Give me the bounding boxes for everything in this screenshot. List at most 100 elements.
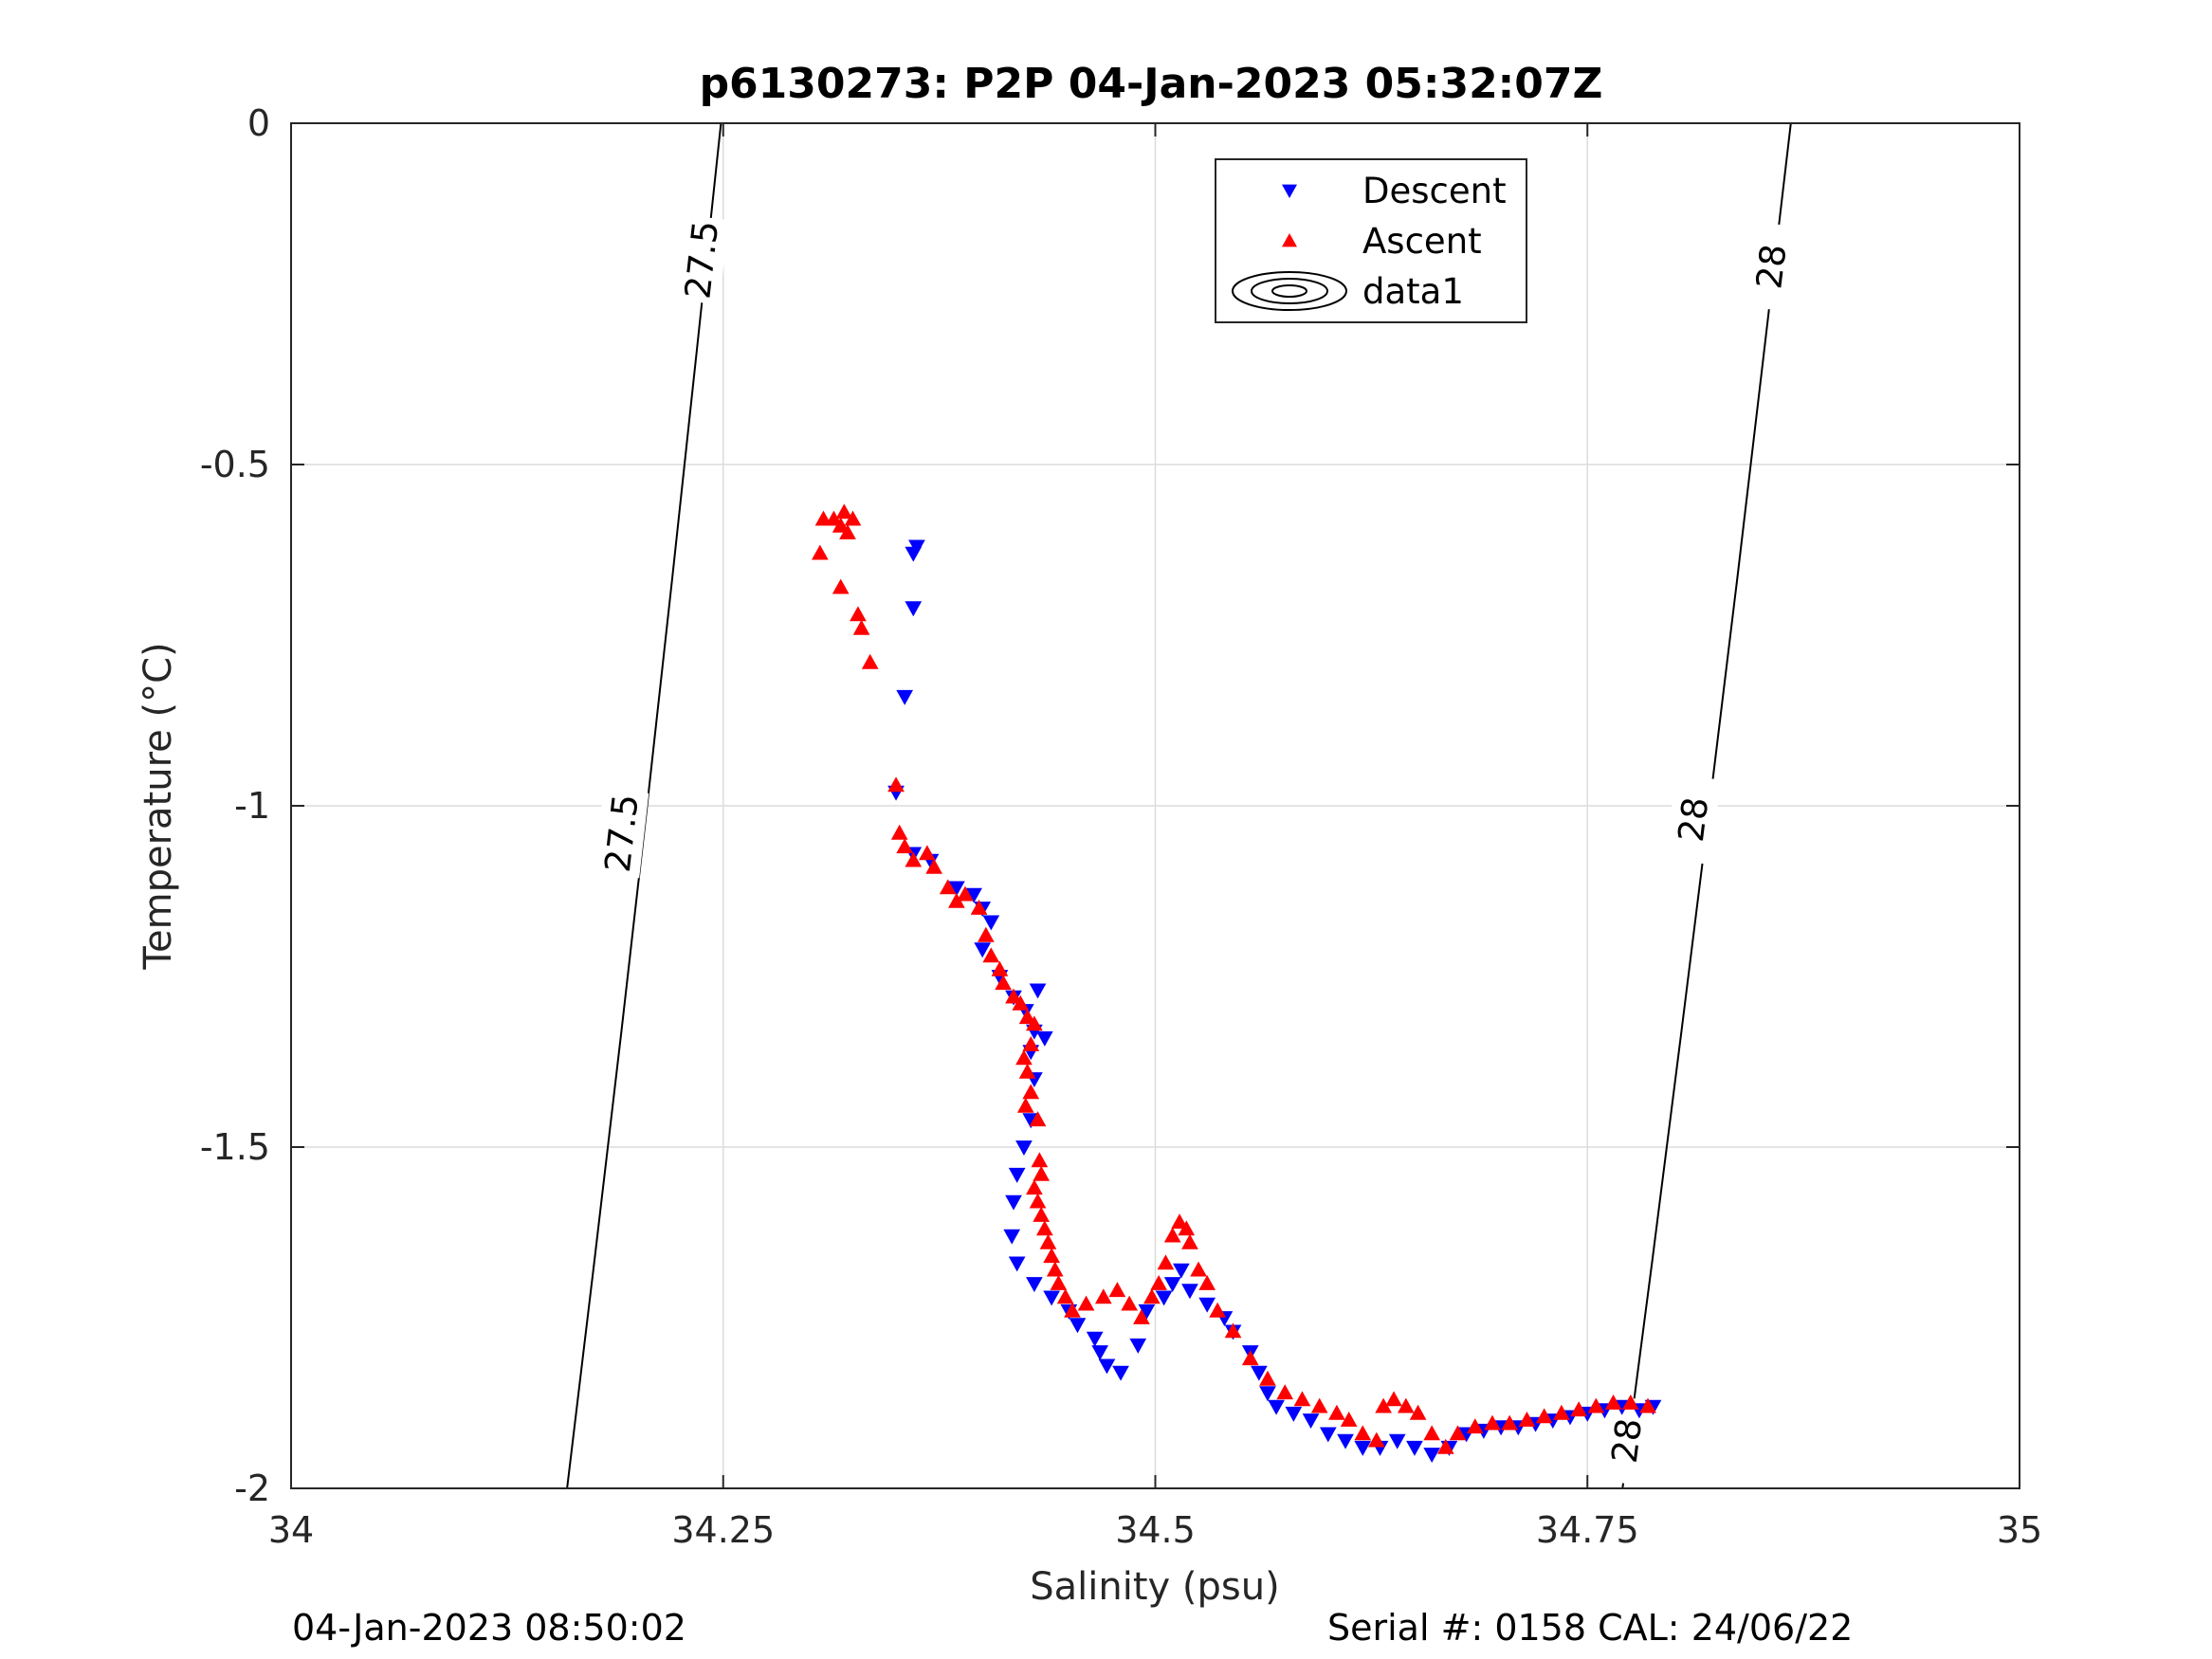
ascent-point xyxy=(1198,1274,1216,1290)
ascent-point xyxy=(832,578,850,594)
descent-point xyxy=(1008,1256,1026,1272)
legend-contour-icon xyxy=(1271,284,1307,298)
chart-title: p6130273: P2P 04-Jan-2023 05:32:07Z xyxy=(700,60,1603,108)
data-markers xyxy=(811,503,1662,1464)
descent-point xyxy=(1098,1358,1116,1375)
descent-point xyxy=(1423,1448,1441,1464)
ascent-point xyxy=(1133,1308,1150,1324)
ascent-point xyxy=(1056,1288,1074,1304)
contour-label-bg xyxy=(673,214,729,305)
descent-point xyxy=(896,689,914,705)
descent-point xyxy=(1198,1297,1216,1313)
ascent-point xyxy=(1022,1035,1040,1051)
ascent-point xyxy=(1039,1233,1057,1249)
y-tick-label: -1.5 xyxy=(200,1126,270,1168)
ascent-point xyxy=(1340,1411,1358,1427)
ascent-point xyxy=(1409,1404,1427,1420)
x-tick-label: 34.25 xyxy=(671,1509,775,1551)
contour-label: 27.5 xyxy=(597,793,647,875)
x-tick-label: 34.5 xyxy=(1115,1509,1196,1551)
contour-label: 28 xyxy=(1671,794,1716,844)
ascent-point xyxy=(1293,1391,1311,1407)
ascent-point xyxy=(1501,1414,1519,1431)
legend-entry: Ascent xyxy=(1362,221,1482,262)
serial-cal-label: Serial #: 0158 CAL: 24/06/22 xyxy=(1327,1607,1854,1649)
descent-point xyxy=(1172,1263,1190,1279)
descent-point xyxy=(1003,1229,1021,1245)
ascent-point xyxy=(1181,1233,1198,1249)
legend-box xyxy=(1215,158,1527,323)
ascent-point xyxy=(970,899,988,915)
ascent-point xyxy=(839,523,856,539)
ascent-point xyxy=(1241,1350,1259,1366)
ascent-point xyxy=(1553,1404,1570,1420)
ascent-point xyxy=(861,653,879,669)
ascent-point xyxy=(1005,988,1022,1004)
descent-point xyxy=(1354,1440,1372,1456)
ascent-point xyxy=(905,851,923,867)
ascent-point xyxy=(1121,1295,1139,1311)
descent-point xyxy=(1319,1427,1337,1443)
descent-point xyxy=(1138,1304,1156,1320)
descent-point xyxy=(1285,1406,1303,1422)
ascent-point xyxy=(1029,1111,1047,1127)
ascent-point xyxy=(1012,994,1030,1011)
ascent-point xyxy=(850,606,867,622)
ascent-point xyxy=(1033,1165,1051,1181)
ascent-point xyxy=(1022,1084,1040,1100)
ascent-point xyxy=(1484,1414,1501,1431)
ascent-point xyxy=(832,517,850,533)
contour-label-bg xyxy=(594,788,649,879)
ascent-point xyxy=(844,510,862,526)
descent-point xyxy=(905,546,923,562)
ascent-point xyxy=(1094,1288,1112,1304)
ascent-point xyxy=(1397,1397,1415,1413)
ascent-point xyxy=(1033,1206,1051,1222)
ascent-point xyxy=(1046,1261,1064,1277)
descent-point xyxy=(1259,1386,1276,1402)
y-tick-label: -2 xyxy=(234,1468,270,1509)
ascent-point xyxy=(957,885,974,902)
descent-point xyxy=(1029,983,1047,999)
x-tick-label: 34 xyxy=(268,1509,314,1551)
descent-point xyxy=(905,601,923,617)
ascent-point xyxy=(1077,1295,1095,1311)
contour-label: 27.5 xyxy=(677,219,726,301)
ascent-point xyxy=(811,544,829,560)
density-contours: 27.5 27.5 28 28 28 xyxy=(566,122,1800,1489)
ascent-point xyxy=(1518,1411,1536,1427)
descent-point xyxy=(1035,1030,1053,1047)
legend-entry: data1 xyxy=(1362,271,1464,312)
ascent-point xyxy=(1587,1397,1605,1413)
x-axis-title: Salinity (psu) xyxy=(1030,1565,1279,1609)
ascent-point xyxy=(1209,1302,1226,1318)
ascent-point xyxy=(1190,1261,1207,1277)
ascent-point xyxy=(1385,1391,1402,1407)
descent-point xyxy=(1181,1284,1198,1300)
descent-point xyxy=(1406,1440,1423,1456)
ascent-point xyxy=(1259,1370,1276,1386)
ascent-point xyxy=(1449,1425,1467,1441)
ascent-point xyxy=(814,510,832,526)
ascent-point xyxy=(1276,1384,1294,1400)
descent-point xyxy=(974,942,992,958)
descent-point xyxy=(1008,1167,1026,1183)
contour-label: 28 xyxy=(1604,1416,1650,1466)
ascent-point xyxy=(1035,1220,1053,1236)
descent-point xyxy=(1005,1194,1022,1211)
legend-entry: Descent xyxy=(1362,171,1507,211)
ascent-point xyxy=(1026,1179,1043,1195)
descent-point xyxy=(1337,1433,1354,1449)
ascent-point xyxy=(1535,1408,1553,1424)
ascent-point xyxy=(835,503,853,520)
ascent-point xyxy=(1328,1404,1345,1420)
ascent-point xyxy=(1310,1397,1328,1413)
legend-contour-icon xyxy=(1251,278,1328,304)
ascent-point xyxy=(890,824,908,840)
ascent-point xyxy=(1367,1431,1385,1448)
ascent-point xyxy=(919,845,936,861)
descent-point xyxy=(1129,1338,1147,1354)
legend-ascent-marker xyxy=(1282,233,1297,247)
timestamp-label: 04-Jan-2023 08:50:02 xyxy=(292,1607,686,1649)
